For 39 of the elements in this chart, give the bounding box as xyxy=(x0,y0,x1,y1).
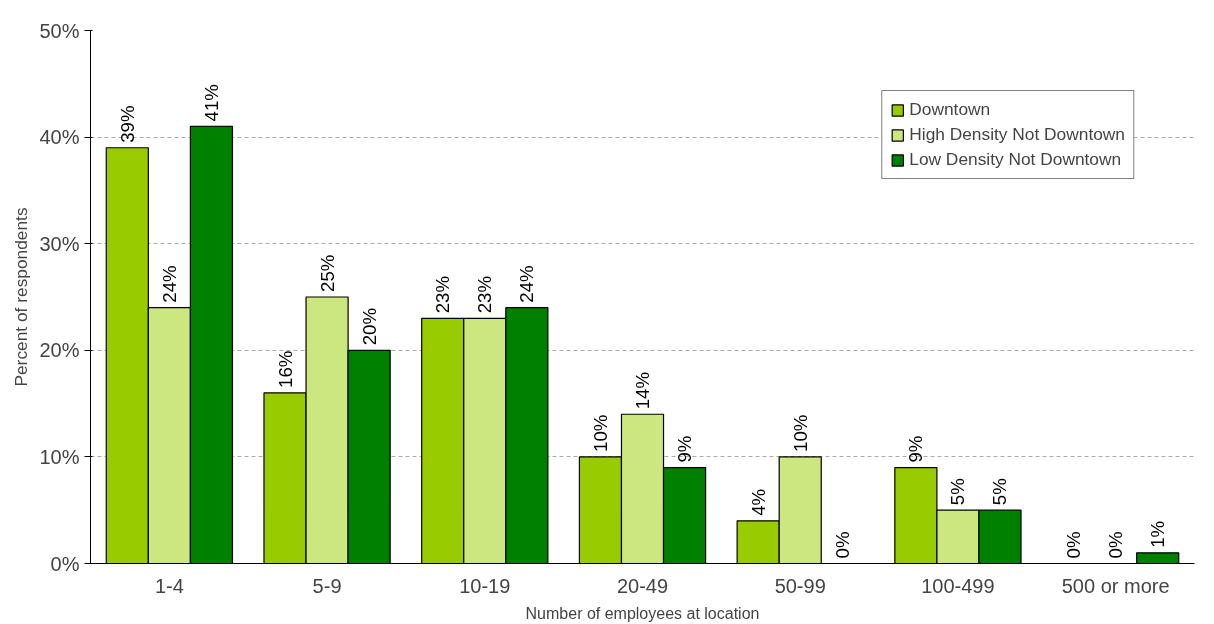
data-label: 0% xyxy=(1063,531,1085,559)
y-tick-label: 0% xyxy=(50,552,80,575)
data-label: 39% xyxy=(116,105,138,143)
legend-label: Low Density Not Downtown xyxy=(909,149,1122,170)
data-label: 16% xyxy=(274,350,296,388)
x-tick-label: 500 or more xyxy=(1061,574,1170,597)
y-tick-label: 40% xyxy=(39,126,80,149)
data-label: 23% xyxy=(432,275,454,314)
data-label: 24% xyxy=(516,265,538,303)
y-tick-label: 50% xyxy=(39,19,80,42)
data-label: 4% xyxy=(747,488,769,516)
data-label: 5% xyxy=(947,478,969,506)
x-tick-label: 20-49 xyxy=(616,574,669,597)
data-label: 23% xyxy=(474,275,496,314)
data-label: 24% xyxy=(158,265,180,303)
data-label: 20% xyxy=(358,307,380,346)
data-label: 14% xyxy=(632,371,653,410)
x-tick-label: 100-499 xyxy=(921,574,995,597)
data-label: 41% xyxy=(200,84,222,122)
data-label: 10% xyxy=(789,414,811,452)
data-label: 25% xyxy=(316,254,338,292)
y-tick-label: 20% xyxy=(39,339,80,362)
legend-label: Downtown xyxy=(909,99,991,120)
x-axis-title: Number of employees at location xyxy=(525,604,760,622)
y-tick-label: 10% xyxy=(39,445,80,468)
data-label: 1% xyxy=(1147,520,1169,548)
y-tick-label: 30% xyxy=(39,232,80,255)
data-label: 9% xyxy=(674,435,696,463)
x-tick-label: 1-4 xyxy=(154,574,184,597)
legend-label: High Density Not Downtown xyxy=(909,124,1125,145)
data-label: 9% xyxy=(905,435,927,463)
x-tick-label: 10-19 xyxy=(459,574,511,597)
x-tick-label: 50-99 xyxy=(774,574,826,597)
data-label: 0% xyxy=(1105,531,1127,559)
data-label: 5% xyxy=(989,478,1011,506)
x-tick-label: 5-9 xyxy=(312,574,342,597)
y-axis-title: Percent of respondents xyxy=(11,207,32,387)
data-label: 0% xyxy=(831,531,853,559)
data-label: 10% xyxy=(589,414,611,452)
